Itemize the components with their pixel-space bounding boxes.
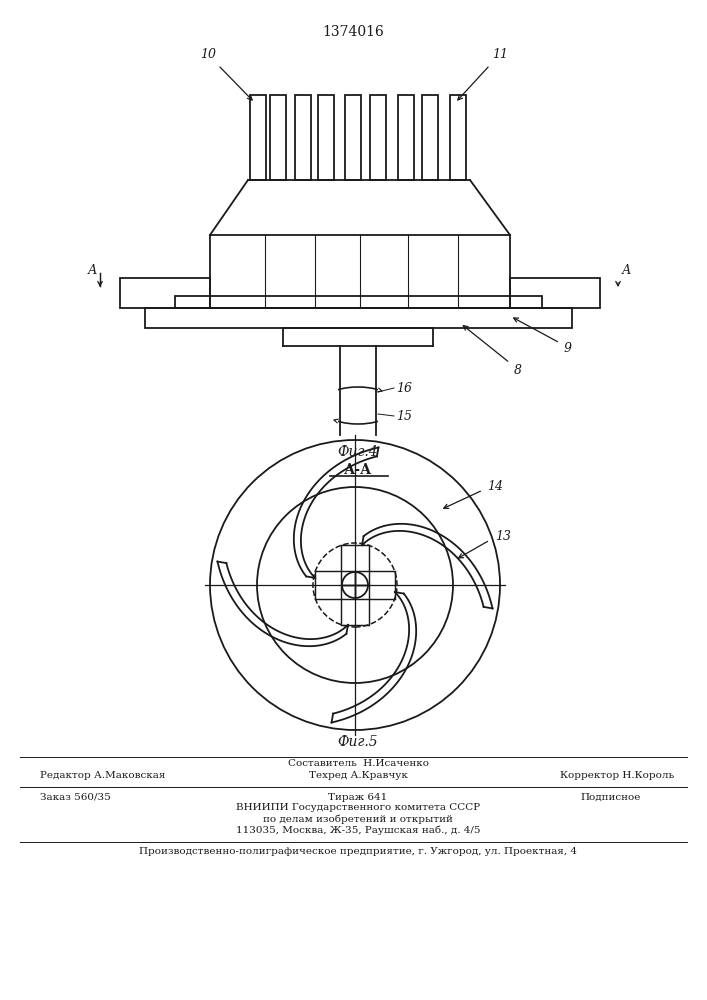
Text: А: А xyxy=(621,263,631,276)
Text: 11: 11 xyxy=(492,48,508,62)
Text: ВНИИПИ Государственного комитета СССР: ВНИИПИ Государственного комитета СССР xyxy=(236,804,480,812)
Text: А: А xyxy=(87,263,97,276)
Text: 13: 13 xyxy=(495,530,511,544)
Text: Фиг.5: Фиг.5 xyxy=(338,735,378,749)
Text: 113035, Москва, Ж-35, Раушская наб., д. 4/5: 113035, Москва, Ж-35, Раушская наб., д. … xyxy=(235,825,480,835)
Text: 8: 8 xyxy=(514,363,522,376)
Text: по делам изобретений и открытий: по делам изобретений и открытий xyxy=(263,814,453,824)
Text: 14: 14 xyxy=(487,481,503,493)
Text: Редактор А.Маковская: Редактор А.Маковская xyxy=(40,772,165,780)
Text: Фиг.4: Фиг.4 xyxy=(338,445,378,459)
Text: Корректор Н.Король: Корректор Н.Король xyxy=(560,772,674,780)
Text: Заказ 560/35: Заказ 560/35 xyxy=(40,792,111,802)
Text: 16: 16 xyxy=(396,381,412,394)
Text: А-А: А-А xyxy=(344,463,372,477)
Text: 1374016: 1374016 xyxy=(322,25,384,39)
Text: 15: 15 xyxy=(396,410,412,422)
Text: 9: 9 xyxy=(564,342,572,355)
Text: Тираж 641: Тираж 641 xyxy=(328,792,387,802)
Text: Производственно-полиграфическое предприятие, г. Ужгород, ул. Проектная, 4: Производственно-полиграфическое предприя… xyxy=(139,848,577,856)
Text: Техред А.Кравчук: Техред А.Кравчук xyxy=(308,772,407,780)
Text: 10: 10 xyxy=(200,48,216,62)
Text: Подписное: Подписное xyxy=(580,792,641,802)
Text: Составитель  Н.Исаченко: Составитель Н.Исаченко xyxy=(288,758,428,768)
